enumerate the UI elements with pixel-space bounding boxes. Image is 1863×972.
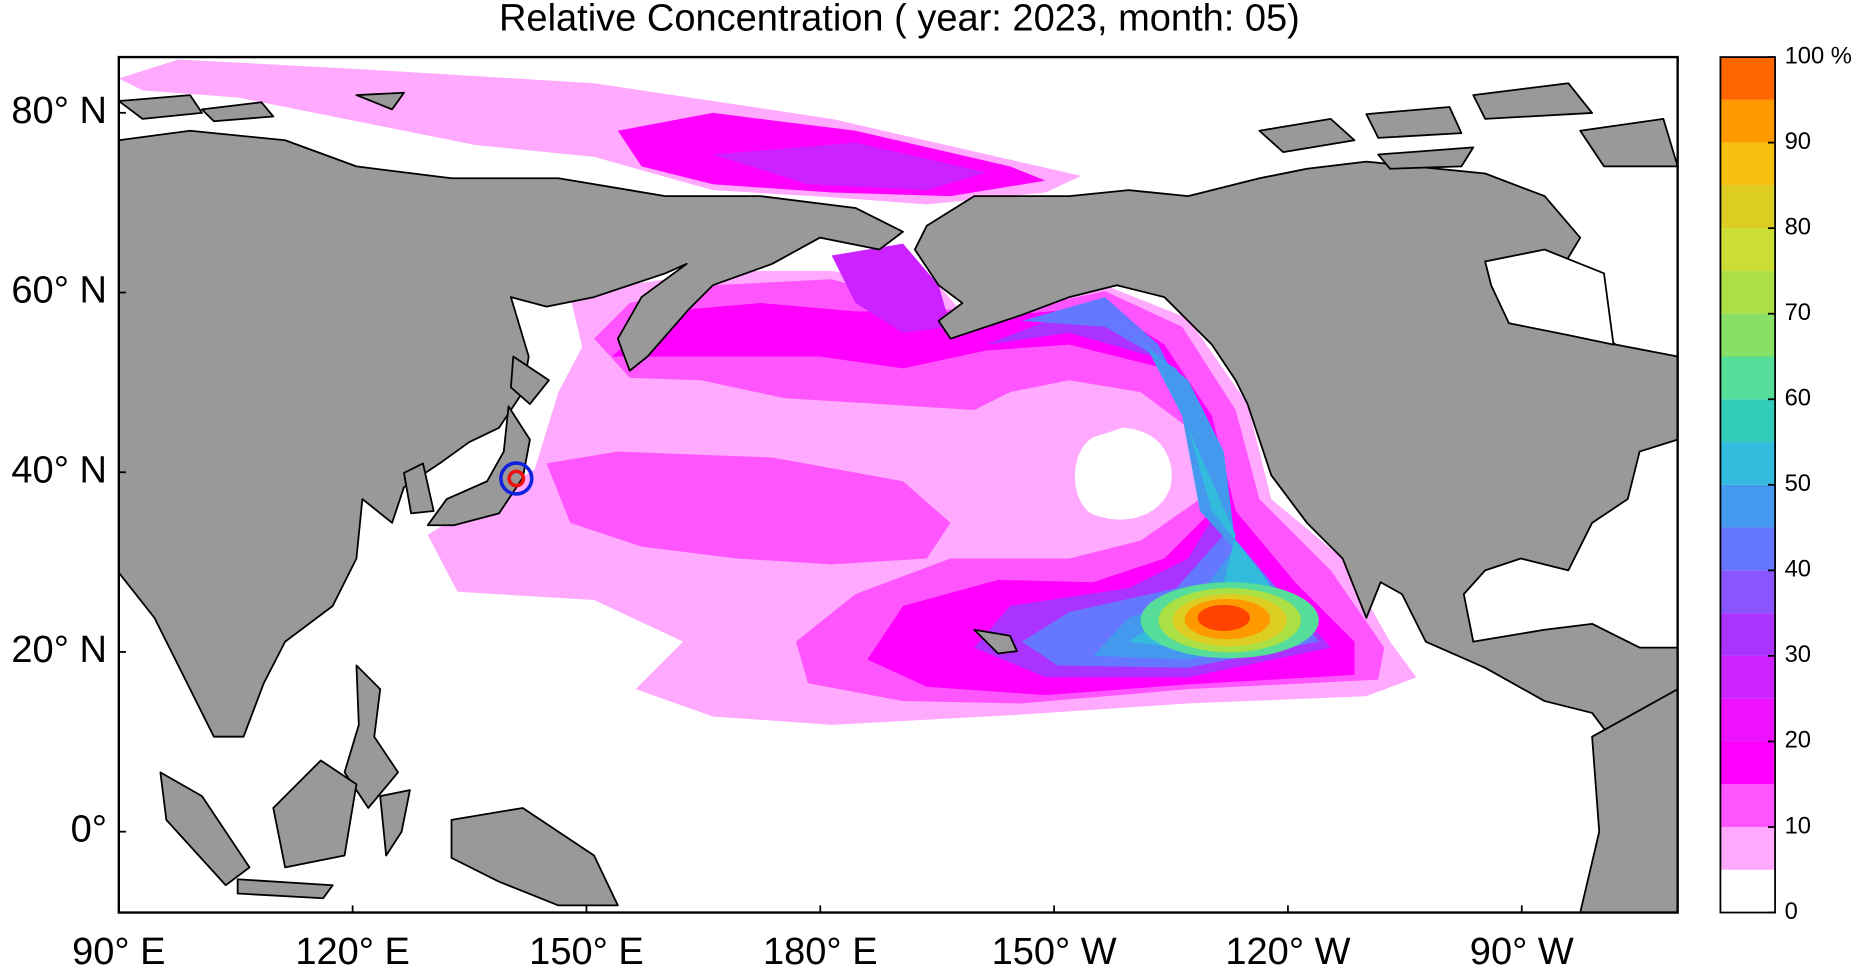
colorbar-band xyxy=(1720,784,1776,827)
colorbar-band xyxy=(1720,698,1776,742)
colorbar-band xyxy=(1720,570,1776,614)
colorbar-band xyxy=(1720,613,1776,656)
colorbar-band xyxy=(1720,741,1776,785)
colorbar-band xyxy=(1720,527,1776,571)
y-tick-label: 20° N xyxy=(11,629,107,671)
colorbar-tick-label: 20 xyxy=(1785,727,1811,754)
colorbar-band xyxy=(1720,185,1776,229)
y-tick-label: 80° N xyxy=(11,90,107,132)
x-tick-label: 90° E xyxy=(72,931,165,972)
land xyxy=(118,82,1678,913)
map-title: Relative Concentration ( year: 2023, mon… xyxy=(499,0,1300,39)
x-tick-label: 120° E xyxy=(295,931,410,972)
colorbar-band xyxy=(1720,228,1776,271)
colorbar-band xyxy=(1720,484,1776,528)
x-tick-label: 150° E xyxy=(529,931,644,972)
colorbar-tick-label: 50 xyxy=(1785,470,1811,497)
y-tick-label: 0° xyxy=(71,809,107,851)
map-area xyxy=(118,57,1678,913)
x-tick-label: 150° W xyxy=(992,931,1117,972)
x-tick-label: 180° E xyxy=(763,931,878,972)
colorbar-band xyxy=(1720,356,1776,400)
colorbar-band xyxy=(1720,655,1776,699)
source-outer-ring xyxy=(499,461,534,496)
source-marker xyxy=(499,461,534,496)
colorbar-band xyxy=(1720,869,1776,913)
colorbar-tick-label: 10 xyxy=(1785,812,1811,839)
colorbar-band xyxy=(1720,270,1776,314)
colorbar-tick-label: 100 % xyxy=(1785,42,1852,69)
colorbar-tick-label: 70 xyxy=(1785,299,1811,326)
colorbar-tick-label: 0 xyxy=(1785,898,1798,925)
colorbar-tick-label: 90 xyxy=(1785,128,1811,155)
map-frame xyxy=(117,55,1679,914)
colorbar-tick-label: 80 xyxy=(1785,213,1811,240)
colorbar-band xyxy=(1720,399,1776,443)
colorbar-band xyxy=(1720,442,1776,485)
x-tick-label: 120° W xyxy=(1225,931,1350,972)
colorbar-band xyxy=(1720,313,1776,357)
x-tick-label: 90° W xyxy=(1470,931,1574,972)
colorbar-band xyxy=(1720,826,1776,870)
colorbar-band xyxy=(1720,99,1776,143)
colorbar-tick-label: 30 xyxy=(1785,641,1811,668)
colorbar-band xyxy=(1720,142,1776,186)
source-inner-ring xyxy=(507,469,526,488)
plume xyxy=(118,59,1417,725)
colorbar-tick-label: 60 xyxy=(1785,385,1811,412)
y-tick-label: 60° N xyxy=(11,270,107,312)
colorbar-tick-label: 40 xyxy=(1785,556,1811,583)
colorbar-band xyxy=(1720,57,1776,100)
y-tick-label: 40° N xyxy=(11,449,107,491)
